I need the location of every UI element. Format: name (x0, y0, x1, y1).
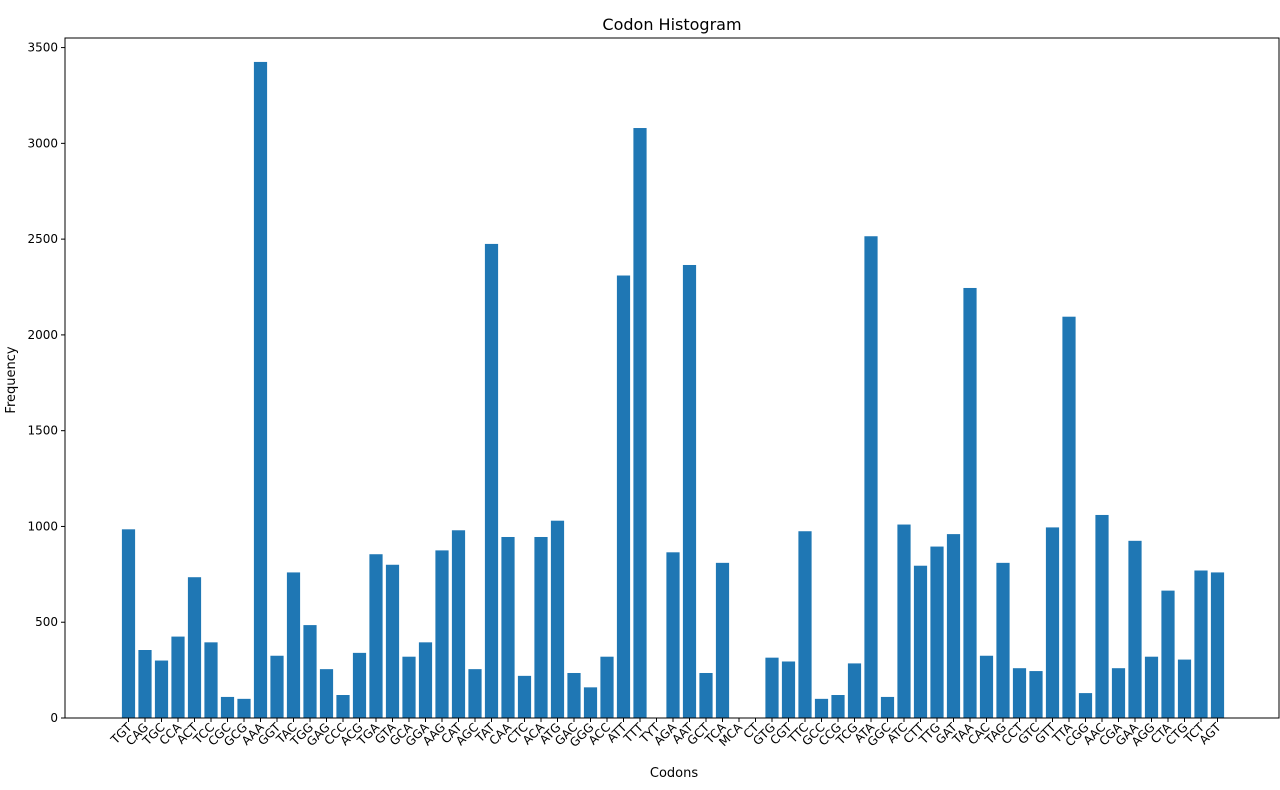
y-tick-label: 1000 (27, 519, 58, 533)
bar-ata (864, 236, 878, 718)
bar-cta (1161, 590, 1175, 718)
bar-cat (451, 530, 466, 718)
bar-cgt (781, 661, 796, 718)
bar-caa (501, 536, 515, 718)
bar-gtc (1029, 671, 1043, 718)
chart-title: Codon Histogram (602, 15, 741, 34)
bar-gct (699, 672, 713, 718)
bar-tat (484, 243, 499, 719)
bar-gcg (237, 698, 251, 718)
bar-tca (715, 562, 730, 718)
bar-cga (1111, 668, 1126, 718)
bar-tcg (847, 663, 862, 718)
y-tick-label: 2500 (27, 232, 58, 246)
y-tick-label: 500 (35, 615, 58, 629)
bar-tag (996, 562, 1010, 718)
bar-tcc (204, 642, 218, 718)
bar-gca (402, 656, 416, 718)
bar-gac (567, 672, 581, 718)
bar-gta (385, 564, 400, 718)
bar-aat (682, 264, 697, 718)
bar-cgg (1078, 693, 1093, 718)
bar-tgg (303, 625, 317, 718)
bar-tga (369, 554, 383, 718)
bar-ttg (930, 546, 944, 718)
bar-tct (1194, 570, 1208, 718)
bar-taa (963, 287, 977, 718)
bar-atc (897, 524, 911, 718)
bar-ttt (633, 128, 647, 718)
bar-agg (1144, 656, 1159, 718)
bar-cca (171, 636, 185, 718)
bar-tgt (121, 529, 136, 718)
y-tick-label: 2000 (27, 328, 58, 342)
bar-ccc (336, 695, 350, 718)
bar-aaa (253, 61, 268, 718)
bar-ggt (270, 655, 284, 718)
bar-cgc (220, 696, 235, 718)
bar-ctt (913, 565, 928, 718)
bar-tac (286, 572, 301, 718)
bar-ctc (517, 675, 532, 718)
bar-ttc (798, 531, 812, 718)
bar-ctg (1177, 659, 1192, 718)
bars-group (121, 61, 1225, 719)
bar-cag (138, 650, 152, 718)
x-axis-ticks: TGTCAGTGCCCAACTTCCCGCGCGAAAGGTTACTGGGAGC… (107, 718, 1224, 750)
y-axis-ticks: 0 500 1000 1500 2000 2500 3000 3500 (27, 41, 65, 725)
bar-act (187, 577, 202, 718)
bar-gat (946, 534, 961, 718)
bar-cac (979, 655, 994, 718)
y-tick-label: 0 (50, 711, 58, 725)
bar-aca (534, 536, 548, 718)
bar-atg (550, 520, 565, 718)
bar-gcc (814, 698, 829, 718)
y-tick-label: 3500 (27, 41, 58, 55)
y-tick-label: 3000 (27, 136, 58, 150)
bar-tta (1062, 316, 1076, 718)
plot-frame (64, 37, 1280, 719)
bar-aga (666, 552, 680, 718)
bar-gtg (765, 657, 779, 718)
bar-ggg (583, 687, 598, 718)
bar-agt (1210, 572, 1225, 718)
bar-gag (319, 669, 334, 718)
bar-gga (418, 642, 433, 718)
bar-tgc (154, 660, 169, 718)
bar-agc (468, 669, 482, 718)
bar-ccg (831, 695, 845, 718)
bar-gaa (1128, 540, 1142, 718)
bar-aag (435, 550, 449, 718)
bar-acg (352, 652, 367, 718)
y-tick-label: 1500 (27, 424, 58, 438)
bar-gtt (1045, 527, 1060, 718)
bar-acc (600, 656, 614, 718)
y-axis-label: Frequency (4, 346, 19, 413)
bar-att (616, 275, 631, 718)
bar-cct (1012, 668, 1027, 718)
bar-aac (1095, 514, 1109, 718)
bar-ggc (880, 696, 895, 718)
x-axis-label: Codons (650, 766, 698, 781)
